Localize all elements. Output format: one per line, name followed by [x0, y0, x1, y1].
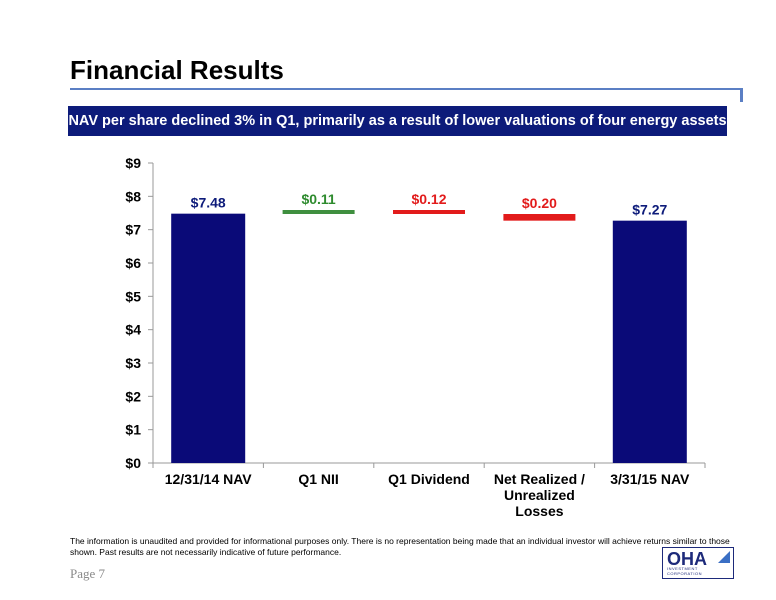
oha-logo: OHA INVESTMENT CORPORATION — [662, 547, 734, 579]
disclaimer-text: The information is unaudited and provide… — [70, 536, 730, 557]
title-underline-tick — [740, 88, 743, 102]
y-tick-label: $5 — [125, 288, 141, 304]
data-label: $0.12 — [411, 191, 446, 207]
x-category-label: 12/31/14 NAV — [165, 471, 253, 487]
logo-mark-icon — [718, 551, 730, 563]
y-tick-label: $3 — [125, 355, 141, 371]
bar-1 — [282, 210, 355, 214]
logo-subtext: INVESTMENT CORPORATION — [667, 566, 702, 576]
data-label: $7.48 — [191, 195, 226, 211]
y-tick-label: $8 — [125, 188, 141, 204]
logo-text: OHA — [667, 549, 707, 569]
x-category-label: Net Realized / — [494, 471, 585, 487]
page-title: Financial Results — [70, 55, 284, 85]
data-label: $0.11 — [301, 191, 335, 207]
x-category-label: Q1 Dividend — [388, 471, 470, 487]
title-underline — [70, 88, 742, 90]
data-label: $0.20 — [522, 195, 557, 211]
x-category-label: Unrealized — [504, 487, 575, 503]
y-tick-label: $4 — [125, 322, 141, 338]
y-tick-label: $1 — [125, 422, 141, 438]
y-tick-label: $2 — [125, 388, 141, 404]
x-category-label: Losses — [515, 503, 563, 519]
y-tick-label: $0 — [125, 455, 141, 471]
bar-3 — [503, 214, 576, 221]
bar-4 — [612, 220, 687, 463]
y-tick-label: $7 — [125, 222, 141, 238]
page-number: Page 7 — [70, 566, 106, 581]
summary-banner: NAV per share declined 3% in Q1, primari… — [68, 106, 727, 136]
bar-0 — [171, 213, 246, 463]
x-category-label: 3/31/15 NAV — [610, 471, 690, 487]
x-category-label: Q1 NII — [298, 471, 338, 487]
y-tick-label: $6 — [125, 255, 141, 271]
data-label: $7.27 — [632, 202, 667, 218]
bar-2 — [393, 210, 465, 214]
y-tick-label: $9 — [125, 155, 141, 171]
